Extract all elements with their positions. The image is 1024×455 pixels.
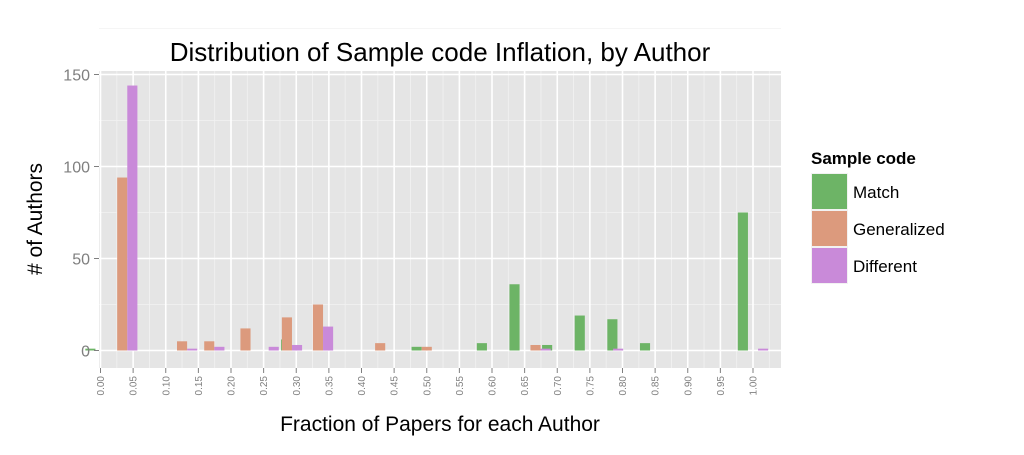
bar-generalized (240, 328, 251, 351)
bar-match (476, 343, 487, 351)
bar-match (574, 315, 585, 351)
x-tick-label: 0.55 (455, 376, 466, 396)
bar-generalized (312, 304, 324, 351)
y-tick-label: 150 (63, 68, 90, 85)
plot-panel (99, 71, 781, 368)
y-tick-label: 100 (63, 160, 90, 177)
bar-different (214, 346, 225, 351)
bar-generalized (375, 343, 386, 351)
x-tick-label: 0.40 (357, 376, 368, 396)
x-tick-label: 0.90 (683, 376, 694, 396)
x-tick-label: 0.05 (129, 376, 140, 396)
bar-different (323, 326, 334, 351)
bar-different (758, 348, 769, 351)
legend-label-match: Match (853, 183, 899, 202)
x-tick-label: 0.95 (716, 376, 727, 396)
x-axis-title: Fraction of Papers for each Author (280, 413, 600, 436)
bar-match (509, 284, 520, 351)
legend-swatch-different (812, 248, 847, 283)
bar-match (737, 212, 748, 351)
x-tick-label: 0.10 (161, 376, 172, 396)
x-tick-label: 0.35 (324, 376, 335, 396)
x-tick-label: 0.00 (96, 376, 107, 396)
bar-generalized (530, 344, 541, 351)
bar-different (187, 348, 198, 351)
x-tick-label: 0.85 (651, 376, 662, 396)
x-tick-label: 0.80 (618, 376, 629, 396)
x-axis-ticks: 0.00 0.05 0.10 0.15 0.20 0.25 0.30 0.35 0.40 0.45… (96, 368, 760, 395)
x-tick-label: 0.20 (227, 376, 238, 396)
legend-swatch-match (812, 174, 847, 209)
bar-match (411, 346, 422, 351)
bar-generalized (421, 346, 432, 351)
bar-different (127, 85, 138, 351)
legend-title: Sample code (811, 149, 916, 168)
x-tick-label: 0.60 (488, 376, 499, 396)
bar-generalized (204, 341, 215, 351)
legend-label-generalized: Generalized (853, 220, 945, 239)
minor-grid (99, 28, 781, 368)
major-grid (99, 71, 781, 368)
bars (85, 85, 769, 351)
x-tick-label: 0.70 (553, 376, 564, 396)
bar-match (607, 319, 618, 351)
bar-different (268, 346, 279, 351)
y-tick-label: 0 (81, 344, 90, 361)
x-tick-label: 0.15 (194, 376, 205, 396)
x-tick-label: 0.65 (520, 376, 531, 396)
x-tick-label: 0.25 (259, 376, 270, 396)
x-tick-label: 0.30 (292, 376, 303, 396)
bar-different (291, 344, 303, 351)
x-tick-label: 0.45 (390, 376, 401, 396)
y-axis-ticks: 0 50 100 150 (63, 68, 99, 361)
bar-generalized (117, 177, 128, 351)
x-tick-label: 0.50 (422, 376, 433, 396)
x-tick-label: 0.75 (585, 376, 596, 396)
x-tick-label: 1.00 (749, 376, 760, 396)
bar-match (542, 344, 553, 351)
y-axis-title: # of Authors (24, 163, 47, 275)
bar-match (85, 348, 96, 351)
bar-generalized (177, 341, 188, 351)
chart-title: Distribution of Sample code Inflation, b… (170, 37, 711, 67)
legend-label-different: Different (853, 257, 917, 276)
bar-match (639, 343, 651, 351)
bar-different (613, 348, 624, 351)
bar-different (540, 348, 551, 351)
y-tick-label: 50 (72, 252, 90, 269)
legend-swatch-generalized (812, 211, 847, 246)
bar-generalized (281, 317, 292, 351)
legend: Sample code Match Generalized Different (811, 149, 945, 284)
